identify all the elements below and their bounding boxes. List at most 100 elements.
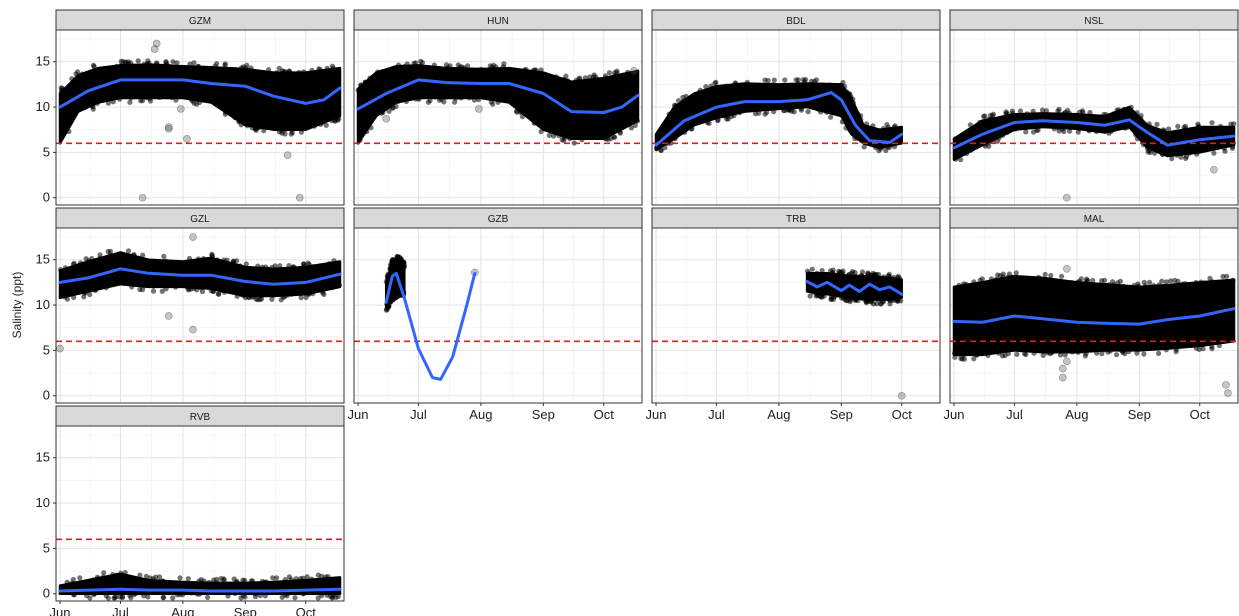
strip-label: NSL (1084, 16, 1104, 27)
x-tick-label: Aug (171, 605, 194, 616)
y-tick-label: 15 (36, 54, 50, 69)
data-point (1176, 282, 1182, 288)
data-point (1146, 285, 1152, 291)
data-point (1128, 104, 1134, 110)
data-point (561, 76, 567, 82)
data-point (1228, 121, 1234, 127)
data-point (324, 65, 330, 71)
panel-gzl: GZL 0 5 10 15 (36, 207, 345, 404)
data-point (150, 283, 156, 289)
data-point (1186, 149, 1192, 155)
data-point (1174, 152, 1180, 158)
data-point (956, 351, 962, 357)
data-point (336, 282, 342, 288)
data-point (301, 261, 307, 267)
data-point (264, 579, 270, 585)
data-point (127, 592, 133, 598)
data-point (891, 124, 897, 130)
data-point (967, 122, 973, 128)
data-point (968, 350, 974, 356)
data-point (163, 258, 169, 264)
data-point (1217, 123, 1224, 129)
data-point (471, 97, 477, 103)
data-point (1164, 131, 1170, 137)
data-point (1146, 121, 1152, 127)
x-tick-label: Oct (892, 407, 913, 422)
data-point (286, 574, 292, 580)
data-point (703, 84, 709, 90)
data-point (163, 60, 169, 66)
data-point (1034, 127, 1040, 133)
data-point (69, 76, 75, 82)
data-point (210, 288, 216, 294)
data-point (170, 59, 176, 65)
data-point (518, 108, 525, 115)
data-point (166, 282, 172, 288)
data-point (279, 130, 285, 136)
data-point (1057, 352, 1064, 358)
data-point (161, 253, 167, 259)
data-point (390, 295, 396, 301)
data-point (432, 94, 438, 100)
panel-trb: TRB Jun Jul Aug Sep Oct (646, 207, 941, 422)
data-point (770, 82, 776, 88)
data-point (393, 103, 399, 110)
data-point (1065, 107, 1071, 114)
smooth-line (58, 78, 342, 109)
data-point (1171, 283, 1177, 289)
strip-label: MAL (1084, 214, 1105, 225)
data-point (269, 264, 275, 270)
data-point (582, 75, 588, 81)
data-point (90, 104, 96, 110)
data-point (971, 356, 977, 362)
data-point (384, 104, 390, 110)
data-point (183, 581, 189, 587)
data-point (1135, 283, 1141, 289)
data-point (154, 61, 160, 67)
data-point (1216, 279, 1222, 285)
x-tick-label: Jul (410, 407, 427, 422)
data-point (254, 581, 260, 587)
data-point (744, 82, 751, 88)
data-point (617, 129, 623, 135)
edge-points (355, 58, 641, 146)
data-point (224, 257, 230, 263)
data-point (1221, 145, 1227, 151)
data-point (1040, 352, 1046, 358)
data-point (781, 108, 787, 114)
data-point (197, 99, 203, 105)
data-point (156, 574, 163, 580)
x-tick-label: Jul (112, 605, 129, 616)
data-point (1172, 277, 1178, 283)
data-point (1067, 128, 1073, 134)
data-point (820, 272, 826, 278)
strip-label: TRB (786, 214, 806, 225)
data-point (1134, 350, 1140, 356)
data-point (137, 572, 143, 578)
y-tick-label: 0 (43, 586, 50, 601)
data-point (458, 95, 464, 101)
data-point (658, 147, 664, 154)
data-point (304, 574, 310, 580)
data-point (688, 126, 694, 132)
data-point (400, 261, 406, 267)
data-point (1183, 155, 1189, 161)
data-point (1035, 274, 1042, 280)
x-tick-label: Aug (1065, 407, 1088, 422)
data-point (84, 592, 90, 599)
data-point (289, 130, 295, 136)
data-point (1168, 278, 1174, 284)
data-point (818, 109, 824, 115)
data-point (663, 139, 670, 146)
data-point (1152, 150, 1158, 156)
data-point (262, 266, 269, 273)
data-point (216, 291, 222, 297)
data-point (577, 75, 583, 81)
data-point (170, 64, 176, 70)
data-point (788, 108, 795, 114)
data-point (478, 66, 484, 72)
data-point (169, 95, 175, 101)
data-point (403, 98, 409, 105)
data-point (611, 134, 617, 140)
data-point (1138, 116, 1144, 122)
